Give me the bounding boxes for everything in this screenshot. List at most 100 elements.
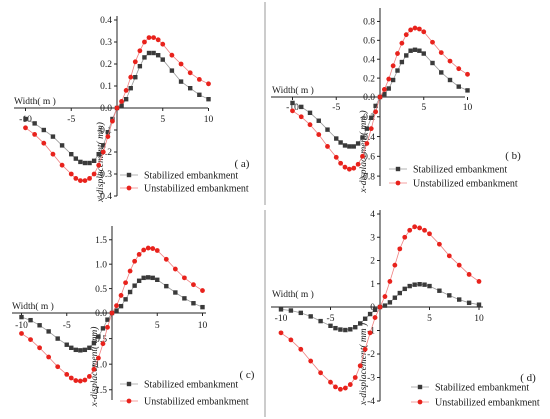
data-point-unstabilized (82, 178, 88, 184)
data-point-unstabilized (64, 372, 70, 377)
y-tick-label: 0 (370, 303, 375, 313)
data-point-unstabilized (355, 161, 361, 167)
data-point-stabilized (404, 53, 409, 58)
data-point-stabilized (318, 318, 323, 324)
data-point-stabilized (91, 158, 97, 163)
data-point-unstabilized (362, 346, 368, 352)
y-tick-label: -0.3 (97, 170, 112, 180)
data-point-unstabilized (278, 330, 284, 336)
panel-label: ( b) (505, 150, 521, 162)
x-tick-label: 10 (463, 103, 473, 113)
data-point-stabilized (136, 278, 142, 283)
data-point-unstabilized (142, 39, 147, 45)
data-point-unstabilized (100, 341, 106, 347)
data-point-unstabilized (377, 94, 383, 100)
legend-marker-unstabilized (126, 398, 132, 404)
legend-label-stabilized: Stabilized embankment (435, 383, 529, 394)
data-point-stabilized (353, 325, 358, 330)
data-point-unstabilized (372, 315, 378, 320)
y-tick-label: 1 (370, 280, 375, 290)
data-point-stabilized (32, 121, 37, 126)
data-point-unstabilized (123, 88, 129, 93)
data-point-stabilized (338, 327, 343, 332)
data-point-stabilized (73, 347, 78, 353)
data-point-unstabilized (364, 141, 370, 146)
data-point-unstabilized (50, 151, 56, 157)
data-point-stabilized (96, 152, 101, 157)
data-point-stabilized (325, 127, 330, 132)
data-point-stabilized (101, 143, 106, 148)
data-point-unstabilized (298, 114, 304, 120)
y-tick-label: -0.5 (92, 335, 107, 345)
chart-panel-b: -10 -5 5 10 0.8 0.6 0.4 0.2 0.0 -0.2 -0.4 -0.6 -0.8 W… (271, 8, 521, 194)
legend-marker-stabilized (395, 166, 401, 172)
data-point-stabilized (333, 325, 338, 331)
data-point-unstabilized (465, 71, 470, 77)
data-point-unstabilized (187, 70, 193, 76)
data-point-stabilized (334, 136, 339, 141)
data-point-unstabilized (386, 76, 392, 82)
data-point-stabilized (342, 143, 348, 148)
data-point-stabilized (37, 323, 42, 328)
data-point-unstabilized (110, 118, 115, 124)
data-point-stabilized (386, 86, 391, 91)
data-point-stabilized (382, 91, 387, 97)
data-point-stabilized (169, 68, 175, 73)
data-point-stabilized (142, 55, 147, 60)
data-point-stabilized (392, 295, 398, 300)
data-point-unstabilized (368, 126, 374, 132)
legend-label-stabilized: Stabilized embankment (144, 380, 238, 391)
data-point-unstabilized (28, 337, 33, 343)
x-tick-label: 10 (198, 321, 208, 331)
data-point-unstabilized (338, 160, 344, 166)
data-point-unstabilized (402, 234, 408, 240)
data-point-stabilized (427, 283, 432, 289)
data-point-stabilized (50, 134, 56, 139)
data-point-unstabilized (206, 81, 211, 87)
data-point-unstabilized (132, 258, 138, 264)
data-point-unstabilized (342, 164, 348, 170)
data-point-unstabilized (46, 354, 52, 360)
data-point-unstabilized (68, 375, 74, 381)
data-point-unstabilized (59, 162, 65, 168)
x-tick-label: -10 (286, 103, 299, 113)
data-point-unstabilized (37, 345, 42, 351)
data-point-stabilized (373, 103, 378, 109)
x-tick-label: 10 (474, 314, 484, 324)
data-point-stabilized (408, 48, 413, 53)
data-point-unstabilized (367, 330, 373, 336)
y-tick-label: -0.2 (360, 113, 375, 123)
data-point-stabilized (123, 297, 128, 302)
data-point-stabilized (41, 127, 46, 133)
data-point-unstabilized (308, 358, 314, 364)
data-point-stabilized (182, 296, 187, 301)
y-tick-label: 2 (370, 257, 375, 267)
data-point-unstabilized (438, 50, 444, 56)
y-tick-label: 0.4 (100, 16, 112, 26)
y-tick-label: 0.0 (100, 104, 112, 114)
data-point-stabilized (59, 143, 65, 148)
data-point-unstabilized (160, 41, 166, 47)
data-point-stabilized (299, 104, 304, 110)
data-point-unstabilized (387, 279, 393, 284)
data-point-stabilized (46, 329, 51, 334)
data-point-stabilized (348, 327, 353, 332)
data-point-unstabilized (417, 225, 422, 231)
data-point-unstabilized (172, 266, 178, 272)
data-point-stabilized (151, 50, 156, 56)
data-point-unstabilized (91, 171, 97, 177)
y-tick-label: 1.5 (95, 236, 107, 246)
data-point-unstabilized (136, 252, 142, 257)
data-point-stabilized (64, 342, 69, 347)
data-point-stabilized (358, 321, 363, 326)
data-point-unstabilized (430, 39, 435, 45)
data-point-stabilized (308, 314, 313, 319)
data-point-stabilized (55, 336, 60, 341)
data-point-stabilized (417, 282, 422, 287)
data-point-stabilized (382, 303, 388, 308)
legend-label-unstabilized: Unstabilized embankment (144, 184, 249, 195)
data-point-unstabilized (437, 241, 442, 247)
data-point-unstabilized (96, 355, 101, 361)
data-point-unstabilized (114, 105, 120, 111)
